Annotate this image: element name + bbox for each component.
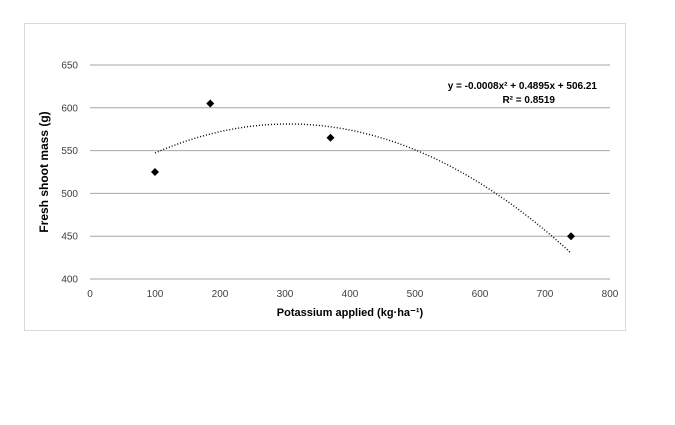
y-tick-label: 400 — [61, 275, 78, 286]
x-tick-label: 800 — [602, 289, 619, 300]
data-point-3 — [567, 232, 575, 241]
trendline — [154, 123, 572, 254]
y-tick-label: 550 — [61, 146, 78, 157]
x-tick-label: 300 — [277, 289, 294, 300]
y-tick-label: 500 — [61, 189, 78, 200]
x-axis-tick-labels: 0 100 200 300 400 500 600 700 800 — [87, 289, 619, 300]
y-axis-tick-labels: 400 450 500 550 600 650 — [61, 61, 78, 286]
x-tick-label: 400 — [342, 289, 359, 300]
trendline-equation: y = -0.0008x² + 0.4895x + 506.21 — [448, 81, 598, 92]
x-tick-label: 100 — [147, 289, 164, 300]
data-points — [151, 99, 575, 241]
data-point-1 — [206, 99, 215, 108]
y-tick-label: 650 — [61, 61, 78, 72]
y-axis-title: Fresh shoot mass (g) — [37, 111, 51, 232]
x-tick-label: 0 — [87, 289, 93, 300]
x-tick-label: 200 — [212, 289, 229, 300]
x-tick-label: 700 — [537, 289, 554, 300]
r-squared-label: R² = 0.8519 — [502, 95, 555, 106]
chart-frame — [24, 23, 626, 331]
x-tick-label: 600 — [472, 289, 489, 300]
x-axis-title: Potassium applied (kg·ha⁻¹) — [277, 307, 424, 319]
y-tick-label: 600 — [61, 103, 78, 114]
gridlines — [90, 64, 610, 280]
x-tick-label: 500 — [407, 289, 424, 300]
y-tick-label: 450 — [61, 232, 78, 243]
data-point-2 — [326, 133, 335, 142]
data-point-0 — [151, 168, 159, 176]
